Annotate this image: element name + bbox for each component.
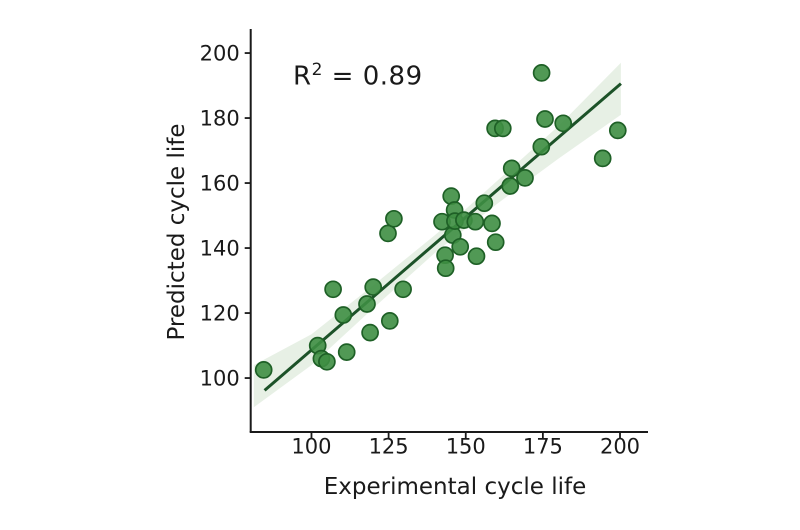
data-point [502,159,521,178]
y-tick-label: 140 [200,237,240,261]
data-point [501,177,520,195]
y-tick-label: 160 [200,172,240,196]
r-squared-superscript: 2 [311,60,323,80]
x-tick-label: 100 [291,435,331,459]
x-axis-label: Experimental cycle life [323,474,587,500]
data-point [593,149,612,168]
data-point [467,247,486,266]
y-tick-label: 200 [200,42,240,66]
data-point [451,237,470,256]
data-point [486,233,505,252]
data-point [493,119,512,138]
regression-line [263,82,622,392]
data-point [379,224,397,243]
data-point [324,280,342,299]
data-point [466,212,485,231]
x-tick-label: 175 [523,435,563,459]
y-tick-label: 120 [200,302,240,326]
x-tick-label: 125 [369,435,409,459]
data-point [385,209,403,228]
r-squared-annotation: R2 = 0.89 [293,60,423,92]
y-axis-label: Predicted cycle life [164,123,190,341]
data-point [554,114,573,133]
data-point [254,361,273,379]
y-tick-label: 100 [200,367,240,391]
data-point [516,169,534,187]
r-squared-value: = 0.89 [322,61,423,92]
data-point [475,194,494,213]
data-point [334,306,353,324]
data-point [380,312,399,330]
data-point [364,278,383,296]
data-point [337,343,356,361]
x-tick-label: 200 [600,435,640,459]
data-point [532,64,551,82]
data-point [536,110,554,128]
data-point [394,280,412,299]
confidence-band [253,62,621,408]
x-tick-label: 150 [446,435,486,459]
data-point [361,323,379,342]
data-point [532,137,551,156]
y-tick-label: 180 [200,107,240,131]
data-point [318,352,336,371]
data-point [436,259,455,278]
data-point [358,295,376,313]
data-point [608,121,627,140]
data-point [483,214,501,233]
r-squared-prefix: R [293,61,312,92]
